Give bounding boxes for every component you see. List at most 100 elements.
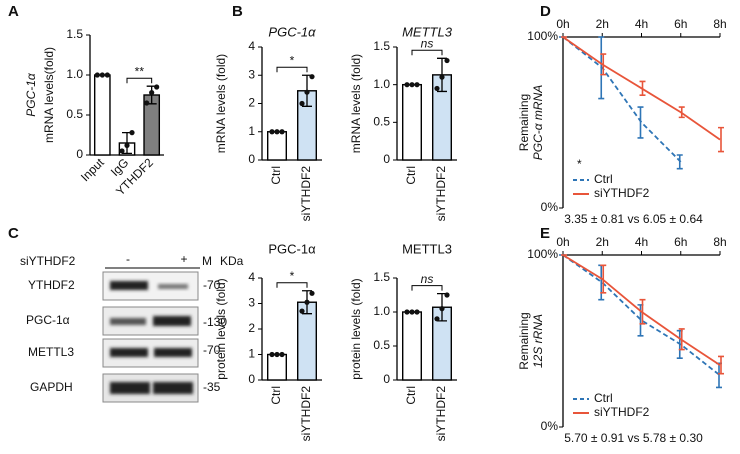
data-point bbox=[304, 299, 310, 305]
data-point bbox=[304, 89, 310, 95]
data-point bbox=[119, 148, 125, 154]
lane-label: M bbox=[202, 254, 212, 268]
series-line bbox=[562, 36, 682, 163]
x-tick-label: 2h bbox=[596, 17, 609, 31]
chart-title: PGC-1α bbox=[268, 241, 316, 256]
lane-label: + bbox=[180, 252, 187, 266]
error-bar bbox=[678, 106, 685, 119]
panel-label: B bbox=[232, 3, 243, 20]
series-line bbox=[562, 254, 721, 377]
bar bbox=[267, 131, 288, 161]
error-bar bbox=[600, 53, 607, 76]
data-point bbox=[299, 308, 305, 314]
blot-band bbox=[154, 348, 192, 357]
bar bbox=[267, 353, 288, 381]
data-point bbox=[439, 74, 445, 80]
significance-label: * bbox=[290, 269, 295, 283]
blot-band bbox=[110, 348, 148, 357]
panel-label: E bbox=[540, 225, 550, 242]
y-tick-label: 2 bbox=[248, 96, 255, 110]
panel-label: D bbox=[540, 3, 551, 20]
significance-bracket bbox=[411, 285, 443, 291]
data-point bbox=[299, 100, 305, 107]
y-tick-label: 1.0 bbox=[373, 304, 390, 318]
y-tick-label: 0% bbox=[541, 419, 559, 433]
y-axis-label: 12S rRNA bbox=[531, 314, 545, 368]
data-point bbox=[309, 290, 315, 296]
size-label: -130 bbox=[203, 315, 227, 329]
x-tick-label: 4h bbox=[635, 17, 648, 31]
y-axis-label: mRNA levels (fold) bbox=[214, 54, 228, 153]
y-axis-label: mRNA levels (fold) bbox=[349, 54, 363, 153]
blot-band bbox=[153, 382, 193, 394]
y-tick-label: 1.5 bbox=[66, 27, 83, 41]
size-label: -35 bbox=[203, 380, 221, 394]
y-tick-label: 1 bbox=[248, 124, 255, 138]
x-tick-label: Ctrl bbox=[269, 166, 283, 185]
panel-label: A bbox=[8, 3, 19, 20]
size-label: -70 bbox=[203, 278, 221, 292]
error-bar bbox=[639, 80, 646, 96]
blot-band bbox=[110, 382, 150, 394]
y-tick-label: 0.5 bbox=[373, 115, 390, 129]
y-tick-label: 0 bbox=[76, 147, 83, 161]
significance-label: * bbox=[577, 157, 582, 171]
data-point bbox=[444, 292, 450, 298]
note: 5.70 ± 0.91 vs 5.78 ± 0.30 bbox=[564, 431, 703, 445]
y-axis-label: Remaining bbox=[517, 94, 531, 151]
x-tick-label: 8h bbox=[713, 235, 726, 249]
error-bar bbox=[718, 355, 724, 375]
significance-label: ns bbox=[421, 36, 434, 50]
western-blot: siYTHDF2 - + M KDa YTHDF2 PGC-1α METTL3 … bbox=[20, 252, 244, 403]
data-point bbox=[404, 309, 410, 315]
panel-label: C bbox=[8, 225, 19, 242]
significance-bracket bbox=[276, 66, 308, 73]
blot-band bbox=[158, 284, 188, 289]
legend-label: Ctrl bbox=[594, 391, 613, 405]
y-axis-label: mRNA levels(fold) bbox=[42, 47, 56, 143]
data-point bbox=[414, 82, 420, 88]
bar bbox=[402, 311, 423, 381]
data-point bbox=[444, 57, 450, 64]
x-tick-label: 4h bbox=[635, 235, 648, 249]
y-tick-label: 3 bbox=[248, 67, 255, 81]
y-tick-label: 0% bbox=[541, 200, 559, 214]
x-tick-label: Ctrl bbox=[404, 166, 418, 185]
lane-label: - bbox=[126, 252, 130, 266]
y-tick-label: 100% bbox=[527, 29, 558, 43]
error-bar bbox=[718, 126, 724, 153]
x-tick-label: siYTHDF2 bbox=[299, 166, 313, 222]
data-point bbox=[124, 142, 130, 148]
data-point bbox=[129, 130, 135, 136]
data-point bbox=[269, 351, 275, 358]
bar bbox=[402, 83, 423, 161]
legend-label: siYTHDF2 bbox=[594, 186, 650, 200]
error-bar bbox=[637, 106, 644, 139]
data-point bbox=[99, 72, 105, 78]
significance-bracket bbox=[411, 49, 443, 56]
y-tick-label: 3 bbox=[248, 296, 255, 310]
x-tick-label: 2h bbox=[596, 235, 609, 249]
series-line bbox=[562, 254, 721, 366]
x-tick-label: 0h bbox=[556, 235, 569, 249]
significance-label: * bbox=[290, 53, 295, 67]
y-tick-label: 0 bbox=[383, 152, 390, 166]
chart-title: METTL3 bbox=[402, 24, 453, 39]
y-tick-label: 1 bbox=[248, 347, 255, 361]
significance-label: ns bbox=[421, 272, 434, 286]
x-tick-label: siYTHDF2 bbox=[299, 386, 313, 442]
error-bar bbox=[676, 154, 683, 170]
y-tick-label: 1.5 bbox=[373, 39, 390, 53]
y-tick-label: 0.5 bbox=[66, 107, 83, 121]
data-point bbox=[104, 72, 110, 78]
series-line bbox=[562, 36, 721, 141]
significance-bracket bbox=[276, 282, 308, 288]
y-axis-label: protein levels (fold) bbox=[349, 278, 363, 379]
y-tick-label: 100% bbox=[527, 247, 558, 261]
data-point bbox=[279, 129, 285, 135]
blot-band bbox=[110, 281, 148, 290]
x-tick-label: siYTHDF2 bbox=[434, 166, 448, 222]
data-point bbox=[269, 129, 275, 135]
error-bar bbox=[639, 298, 646, 325]
unit-label: KDa bbox=[220, 254, 244, 268]
